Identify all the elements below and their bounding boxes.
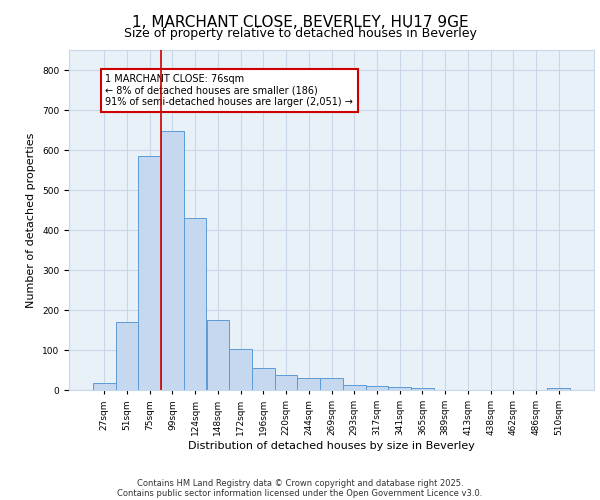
Text: Contains public sector information licensed under the Open Government Licence v3: Contains public sector information licen… xyxy=(118,488,482,498)
Bar xyxy=(411,388,434,390)
X-axis label: Distribution of detached houses by size in Beverley: Distribution of detached houses by size … xyxy=(188,441,475,451)
Bar xyxy=(184,218,206,390)
Text: Size of property relative to detached houses in Beverley: Size of property relative to detached ho… xyxy=(124,28,476,40)
Bar xyxy=(252,368,275,390)
Bar xyxy=(206,320,229,390)
Bar xyxy=(320,378,343,390)
Bar xyxy=(298,378,320,390)
Bar xyxy=(547,388,570,390)
Bar xyxy=(93,383,116,390)
Text: 1 MARCHANT CLOSE: 76sqm
← 8% of detached houses are smaller (186)
91% of semi-de: 1 MARCHANT CLOSE: 76sqm ← 8% of detached… xyxy=(106,74,353,107)
Bar xyxy=(161,131,184,390)
Text: 1, MARCHANT CLOSE, BEVERLEY, HU17 9GE: 1, MARCHANT CLOSE, BEVERLEY, HU17 9GE xyxy=(131,15,469,30)
Bar xyxy=(229,349,252,390)
Bar xyxy=(116,322,139,390)
Text: Contains HM Land Registry data © Crown copyright and database right 2025.: Contains HM Land Registry data © Crown c… xyxy=(137,478,463,488)
Bar xyxy=(388,387,411,390)
Bar xyxy=(365,386,388,390)
Bar xyxy=(343,385,365,390)
Bar xyxy=(139,156,161,390)
Y-axis label: Number of detached properties: Number of detached properties xyxy=(26,132,37,308)
Bar xyxy=(275,375,298,390)
